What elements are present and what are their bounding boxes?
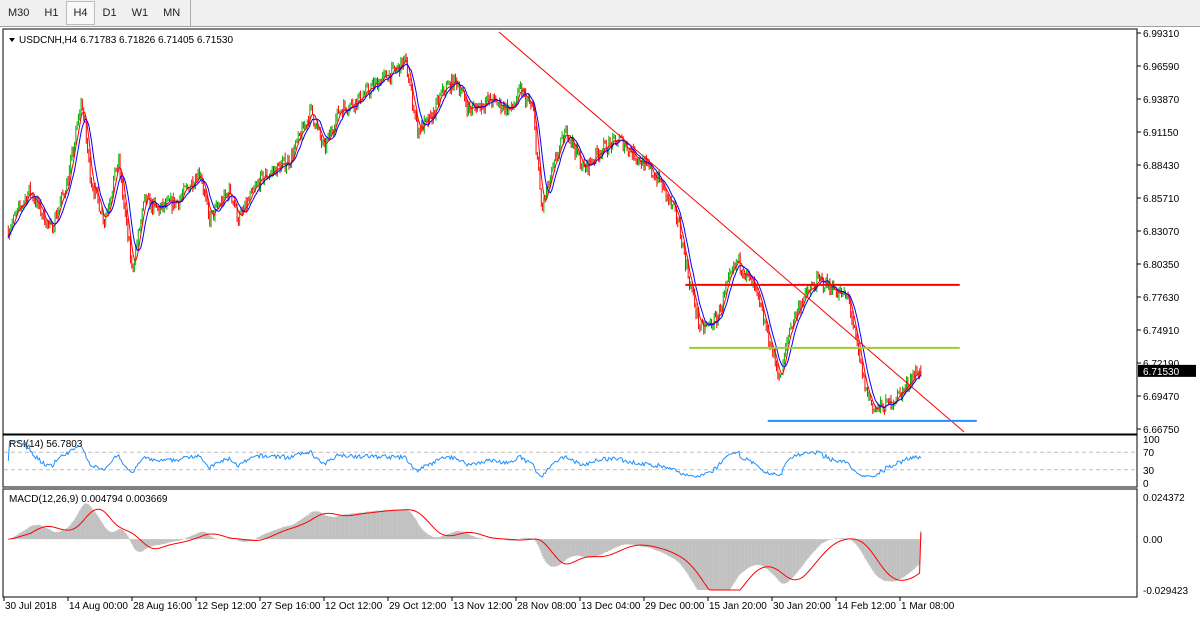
rsi-tick-label: 100 bbox=[1143, 435, 1160, 446]
time-tick-label: 28 Aug 16:00 bbox=[133, 601, 192, 612]
macd-tick-label: 0.00 bbox=[1143, 535, 1163, 546]
main-price-panel[interactable]: USDCNH,H4 6.71783 6.71826 6.71405 6.7153… bbox=[2, 28, 1138, 435]
axes: 6.99310 6.96590 6.93870 6.91150 6.88430 6.857… bbox=[3, 29, 1196, 612]
price-tick-label: 6.72190 bbox=[1143, 359, 1180, 370]
time-tick-label: 30 Jan 20:00 bbox=[773, 601, 831, 612]
price-tick-label: 6.88430 bbox=[1143, 161, 1180, 172]
time-tick-label: 13 Dec 04:00 bbox=[581, 601, 641, 612]
time-tick-label: 15 Jan 20:00 bbox=[709, 601, 767, 612]
macd-tick-label: -0.029423 bbox=[1143, 586, 1188, 597]
trendline bbox=[498, 31, 965, 433]
macd-signal-line bbox=[8, 508, 922, 591]
price-tick-label: 6.99310 bbox=[1143, 29, 1180, 40]
rsi-panel[interactable]: RSI(14) 56.7803 bbox=[2, 434, 1138, 488]
price-tick-label: 6.69470 bbox=[1143, 392, 1180, 403]
macd-tick-label: 0.024372 bbox=[1143, 493, 1185, 504]
time-tick-label: 14 Aug 00:00 bbox=[69, 601, 128, 612]
time-tick-label: 1 Mar 08:00 bbox=[901, 601, 955, 612]
time-tick-label: 27 Sep 16:00 bbox=[261, 601, 321, 612]
rsi-line bbox=[7, 440, 922, 479]
timeframe-toolbar: M30 H1 H4 D1 W1 MN bbox=[0, 0, 1200, 27]
rsi-tick-label: 30 bbox=[1143, 466, 1155, 477]
price-tick-label: 6.77630 bbox=[1143, 293, 1180, 304]
price-tick-label: 6.85710 bbox=[1143, 194, 1180, 205]
rsi-tick-label: 70 bbox=[1143, 448, 1155, 459]
time-tick-label: 30 Jul 2018 bbox=[5, 601, 57, 612]
time-tick-label: 28 Nov 08:00 bbox=[517, 601, 577, 612]
time-tick-label: 29 Oct 12:00 bbox=[389, 601, 447, 612]
rsi-title: RSI(14) 56.7803 bbox=[9, 439, 83, 450]
price-tick-label: 6.80350 bbox=[1143, 260, 1180, 271]
price-tick-label: 6.96590 bbox=[1143, 62, 1180, 73]
time-tick-label: 29 Dec 00:00 bbox=[645, 601, 705, 612]
time-tick-label: 12 Sep 12:00 bbox=[197, 601, 257, 612]
tf-m30-button[interactable]: M30 bbox=[8, 7, 30, 19]
chart-area[interactable]: USDCNH,H4 6.71783 6.71826 6.71405 6.7153… bbox=[0, 27, 1200, 619]
time-tick-label: 14 Feb 12:00 bbox=[837, 601, 896, 612]
price-tick-label: 6.91150 bbox=[1143, 128, 1179, 139]
rsi-panel-frame bbox=[2, 434, 1138, 488]
ma-slow-line bbox=[7, 63, 922, 409]
rsi-tick-label: 0 bbox=[1143, 479, 1149, 490]
macd-panel[interactable]: MACD(12,26,9) 0.004794 0.003669 bbox=[2, 488, 1138, 598]
time-tick-label: 12 Oct 12:00 bbox=[325, 601, 383, 612]
price-tick-label: 6.74910 bbox=[1143, 326, 1180, 337]
price-tick-label: 6.66750 bbox=[1143, 425, 1180, 436]
main-panel-frame bbox=[2, 28, 1138, 435]
main-chart-title: USDCNH,H4 6.71783 6.71826 6.71405 6.7153… bbox=[19, 35, 233, 46]
collapse-triangle-icon[interactable] bbox=[9, 38, 15, 42]
current-price-tag bbox=[1138, 364, 1196, 377]
price-tick-label: 6.93870 bbox=[1143, 95, 1180, 106]
price-tick-label: 6.83070 bbox=[1143, 227, 1180, 238]
tf-h4-button[interactable]: H4 bbox=[66, 1, 95, 25]
toolbar-divider bbox=[190, 0, 192, 26]
ma-fast-line bbox=[7, 58, 922, 410]
tf-mn-button[interactable]: MN bbox=[163, 7, 181, 19]
time-tick-label: 13 Nov 12:00 bbox=[453, 601, 513, 612]
current-price-label: 6.71530 bbox=[1143, 367, 1180, 378]
tf-w1-button[interactable]: W1 bbox=[131, 7, 149, 19]
tf-d1-button[interactable]: D1 bbox=[102, 7, 117, 19]
tf-h1-button[interactable]: H1 bbox=[44, 7, 59, 19]
macd-title: MACD(12,26,9) 0.004794 0.003669 bbox=[9, 494, 168, 505]
